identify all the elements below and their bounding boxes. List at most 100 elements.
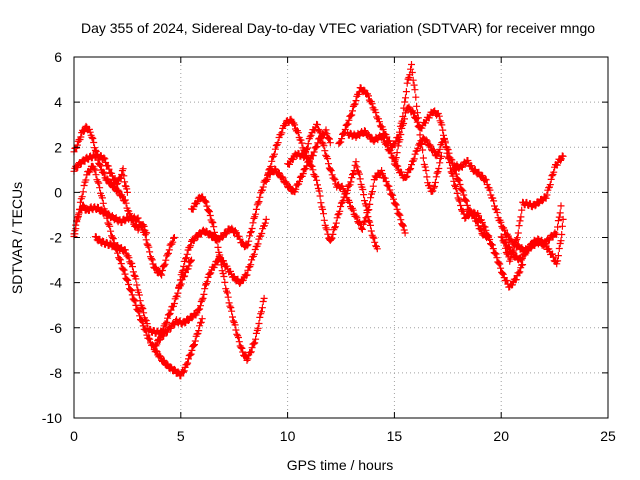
data-point bbox=[539, 200, 541, 202]
data-point bbox=[103, 157, 105, 160]
data-point bbox=[255, 212, 257, 214]
data-point bbox=[342, 198, 344, 200]
data-point bbox=[447, 155, 449, 157]
data-point bbox=[158, 338, 160, 340]
data-point bbox=[124, 200, 126, 202]
y-tick-label: -4 bbox=[50, 275, 63, 291]
data-point bbox=[526, 250, 528, 252]
data-point bbox=[428, 185, 430, 187]
data-point bbox=[496, 257, 498, 259]
data-point bbox=[351, 178, 353, 180]
data-point bbox=[477, 214, 479, 216]
data-point bbox=[137, 218, 139, 220]
chart-title: Day 355 of 2024, Sidereal Day-to-day VTE… bbox=[81, 20, 595, 36]
data-point bbox=[361, 227, 363, 230]
data-point bbox=[246, 245, 248, 248]
data-point bbox=[299, 178, 301, 180]
data-point bbox=[376, 248, 378, 250]
data-point bbox=[489, 241, 492, 243]
data-point bbox=[188, 318, 190, 320]
data-point bbox=[190, 209, 193, 211]
data-point bbox=[137, 227, 139, 230]
data-point bbox=[139, 300, 141, 302]
data-point bbox=[438, 115, 440, 117]
data-point bbox=[201, 300, 203, 302]
data-point bbox=[502, 275, 504, 277]
data-point bbox=[295, 153, 297, 155]
data-point bbox=[122, 268, 124, 270]
data-point bbox=[419, 133, 421, 135]
data-point bbox=[227, 268, 229, 270]
data-point bbox=[135, 279, 137, 281]
data-point bbox=[235, 232, 237, 234]
series-track-d bbox=[70, 162, 206, 380]
series-track-m bbox=[390, 103, 527, 291]
data-point bbox=[297, 133, 299, 135]
data-point bbox=[203, 198, 205, 200]
data-point bbox=[385, 135, 387, 137]
data-point bbox=[92, 164, 94, 166]
data-point bbox=[197, 311, 199, 313]
data-point bbox=[240, 282, 242, 284]
data-point bbox=[398, 135, 400, 137]
data-point bbox=[404, 232, 406, 234]
data-point bbox=[197, 234, 199, 236]
data-point bbox=[94, 148, 96, 151]
data-point bbox=[551, 254, 554, 257]
data-point bbox=[128, 216, 131, 218]
data-point bbox=[259, 318, 261, 320]
series-track-k bbox=[335, 61, 445, 195]
data-point bbox=[310, 164, 312, 166]
y-tick-label: -10 bbox=[42, 410, 62, 426]
data-point bbox=[479, 173, 481, 175]
data-point bbox=[128, 286, 131, 288]
data-point bbox=[148, 338, 150, 340]
data-point bbox=[417, 146, 419, 148]
data-point bbox=[184, 367, 186, 369]
grid bbox=[74, 57, 608, 418]
data-point bbox=[81, 130, 84, 133]
data-point bbox=[355, 99, 357, 101]
data-point bbox=[131, 264, 133, 266]
data-point bbox=[556, 264, 558, 266]
data-point bbox=[199, 196, 201, 198]
data-point bbox=[190, 241, 193, 243]
data-point bbox=[393, 200, 395, 202]
data-point bbox=[334, 227, 336, 230]
data-point bbox=[363, 198, 366, 200]
series-track-f bbox=[151, 215, 270, 350]
data-point bbox=[513, 248, 515, 250]
series-track-p bbox=[497, 215, 567, 268]
data-point bbox=[387, 185, 389, 187]
data-point bbox=[355, 216, 357, 218]
data-point bbox=[515, 277, 517, 279]
data-point bbox=[381, 171, 383, 173]
data-point bbox=[201, 318, 203, 320]
data-point bbox=[430, 146, 432, 148]
data-point bbox=[141, 322, 143, 324]
data-point bbox=[101, 241, 103, 243]
data-point bbox=[393, 164, 395, 166]
data-point bbox=[404, 178, 406, 180]
data-point bbox=[359, 88, 361, 90]
data-point bbox=[77, 142, 79, 144]
data-point bbox=[378, 121, 380, 123]
data-point bbox=[355, 135, 357, 137]
data-point bbox=[507, 245, 509, 248]
data-point bbox=[173, 236, 175, 239]
data-point bbox=[436, 155, 438, 157]
data-point bbox=[325, 227, 327, 230]
data-point bbox=[406, 106, 408, 108]
data-point bbox=[246, 273, 248, 275]
data-point bbox=[451, 173, 453, 175]
data-point bbox=[440, 155, 442, 157]
data-point bbox=[363, 130, 366, 133]
data-point bbox=[432, 191, 434, 193]
data-point bbox=[90, 133, 92, 135]
data-point bbox=[265, 218, 267, 220]
data-point bbox=[124, 250, 126, 252]
data-point bbox=[560, 239, 562, 241]
data-point bbox=[216, 239, 218, 241]
data-point bbox=[539, 239, 541, 241]
data-point bbox=[203, 230, 205, 232]
